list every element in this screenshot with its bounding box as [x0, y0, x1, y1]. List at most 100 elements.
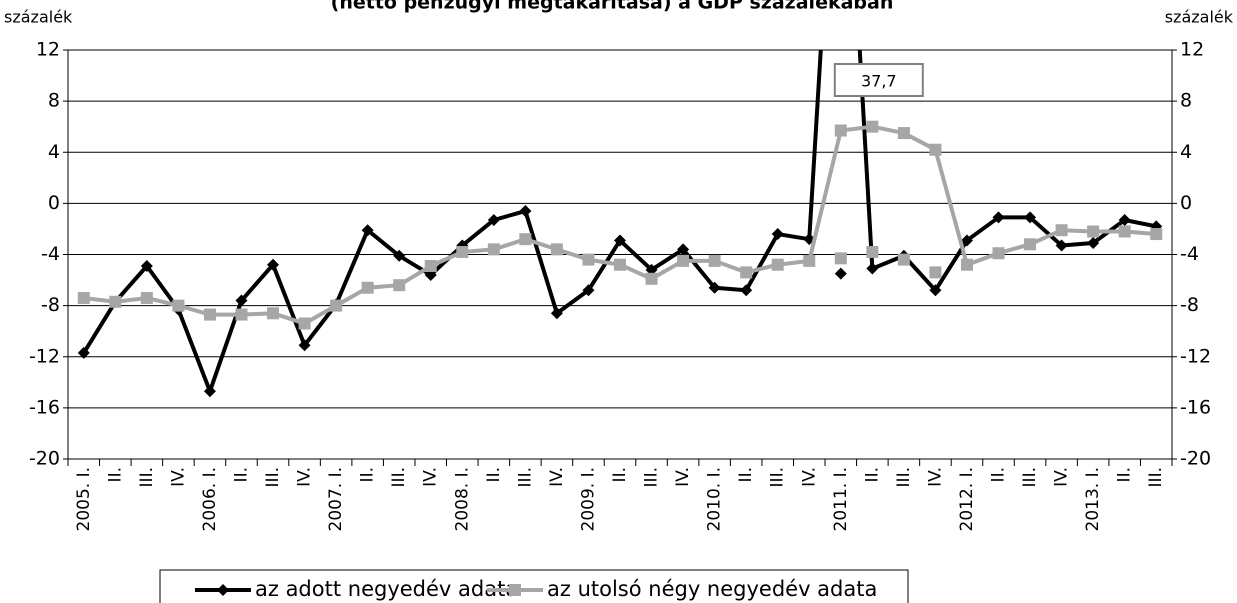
legend-box	[159, 569, 909, 603]
square-marker	[582, 253, 595, 266]
x-tick-label: IV.	[1052, 467, 1072, 487]
y-tick-label: 8	[48, 90, 60, 112]
square-marker	[109, 295, 122, 308]
square-marker	[1024, 238, 1037, 251]
x-tick-label: IV.	[673, 467, 693, 487]
x-tick-label: IV.	[295, 467, 315, 487]
x-tick-label: II.	[862, 467, 882, 482]
legend-label: az adott negyedév adata	[255, 577, 518, 601]
square-marker	[1055, 224, 1068, 237]
square-marker	[140, 291, 153, 304]
diamond-marker	[217, 584, 229, 596]
x-tick-label: IV.	[925, 467, 945, 487]
square-marker	[929, 143, 942, 156]
x-tick-label: III.	[389, 467, 409, 487]
y2-tick-label: -20	[1180, 448, 1211, 470]
y2-tick-label: 8	[1180, 90, 1192, 112]
square-marker	[235, 308, 248, 321]
y2-tick-label: -8	[1180, 294, 1199, 316]
square-marker	[740, 266, 753, 279]
diamond-marker	[708, 281, 721, 294]
square-marker	[424, 260, 437, 273]
diamond-marker	[298, 339, 311, 352]
square-marker	[1150, 228, 1163, 241]
diamond-marker	[361, 224, 374, 237]
data-label: 37,7	[861, 72, 897, 91]
square-marker	[361, 281, 374, 294]
y2-tick-label: -16	[1180, 396, 1211, 418]
y2-tick-label: 0	[1180, 192, 1192, 214]
x-tick-label: III.	[768, 467, 788, 487]
diamond-marker	[992, 211, 1005, 224]
diamond-marker	[582, 284, 595, 297]
x-tick-label: II.	[231, 467, 251, 482]
diamond-marker	[960, 234, 973, 247]
y-tick-label: -4	[41, 243, 60, 265]
y2-tick-label: -12	[1180, 345, 1211, 367]
square-marker	[456, 245, 469, 258]
x-tick-label: III.	[515, 467, 535, 487]
x-tick-label: III.	[1020, 467, 1040, 487]
square-marker	[771, 258, 784, 271]
square-marker	[330, 299, 343, 312]
x-tick-label: IV.	[168, 467, 188, 487]
diamond-marker	[519, 205, 532, 218]
square-marker	[267, 307, 280, 320]
y-tick-label: -16	[29, 396, 60, 418]
square-marker	[614, 258, 626, 271]
diamond-marker	[614, 234, 626, 247]
square-marker	[1087, 225, 1100, 238]
x-tick-label: III.	[642, 467, 662, 487]
x-tick-label: II.	[105, 467, 125, 482]
square-marker	[298, 317, 311, 330]
diamond-marker	[834, 267, 847, 280]
square-marker	[172, 299, 185, 312]
y2-tick-label: -4	[1180, 243, 1199, 265]
y2-tick-label: 4	[1180, 141, 1192, 163]
x-tick-label: 2010. I.	[705, 467, 725, 532]
x-tick-label: 2013. I.	[1083, 467, 1103, 532]
square-marker	[866, 120, 879, 133]
y-axis-label: százalék	[4, 8, 73, 27]
square-marker	[897, 127, 910, 140]
x-tick-label: II.	[1115, 467, 1135, 482]
y-tick-label: 12	[36, 39, 60, 61]
diamond-marker	[235, 294, 248, 307]
diamond-marker	[1055, 239, 1068, 252]
diamond-marker	[677, 243, 690, 256]
diamond-marker	[1087, 236, 1100, 249]
y2-axis-label: százalék	[1165, 8, 1234, 27]
square-marker	[677, 254, 690, 267]
square-marker	[509, 584, 521, 596]
square-marker	[393, 279, 406, 292]
x-tick-label: 2005. I.	[74, 467, 94, 532]
x-tick-label: IV.	[547, 467, 567, 487]
diamond-marker	[393, 249, 406, 262]
diamond-marker	[550, 307, 563, 320]
square-marker	[1118, 225, 1131, 238]
chart-title: (nettó pénzügyi megtakarítása) a GDP szá…	[331, 0, 894, 14]
x-tick-label: II.	[989, 467, 1009, 482]
diamond-marker	[1024, 211, 1037, 224]
y-tick-label: 0	[48, 192, 60, 214]
square-marker	[645, 272, 658, 285]
square-marker	[834, 252, 847, 265]
data-label-box	[833, 63, 924, 97]
diamond-marker	[487, 213, 500, 226]
y-tick-label: -20	[29, 448, 60, 470]
diamond-marker	[140, 260, 153, 273]
square-marker	[77, 291, 90, 304]
y2-tick-label: 12	[1180, 39, 1204, 61]
square-marker	[487, 243, 500, 256]
x-tick-label: III.	[1146, 467, 1166, 487]
y-tick-label: 4	[48, 141, 60, 163]
diamond-marker	[771, 228, 784, 241]
square-marker	[960, 258, 973, 271]
x-tick-label: III.	[137, 467, 157, 487]
x-tick-label: II.	[484, 467, 504, 482]
diamond-marker	[866, 262, 879, 275]
diamond-marker	[267, 258, 280, 271]
x-tick-label: II.	[358, 467, 378, 482]
x-tick-label: II.	[736, 467, 756, 482]
